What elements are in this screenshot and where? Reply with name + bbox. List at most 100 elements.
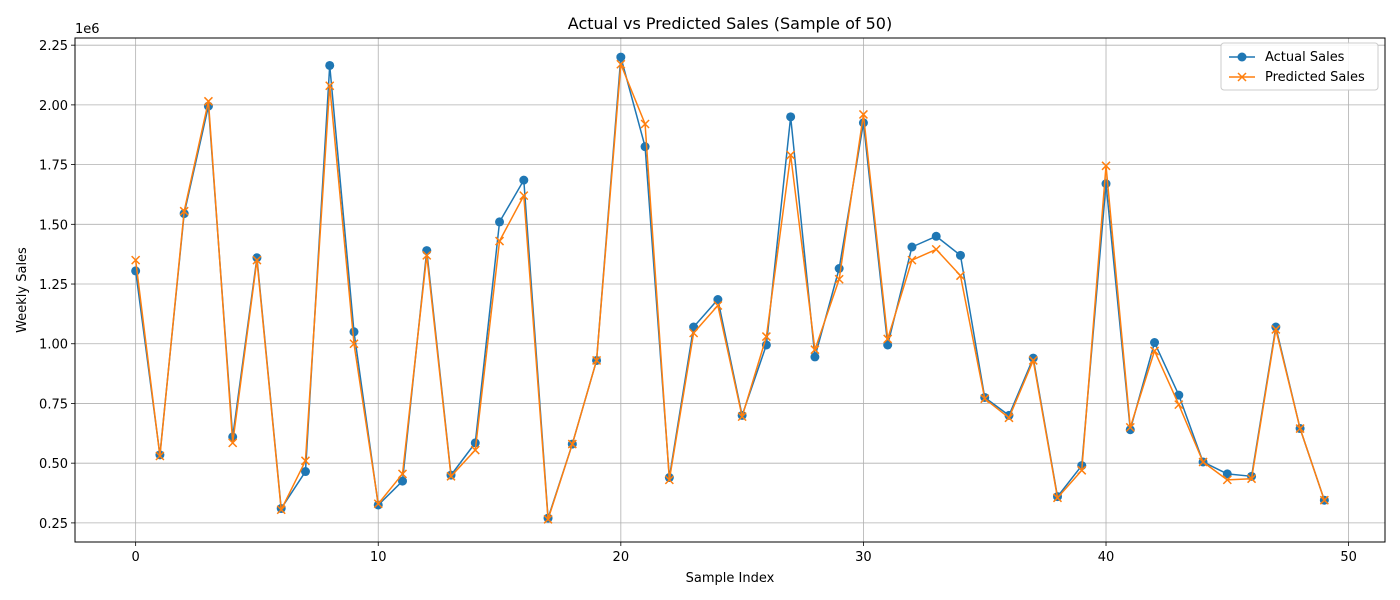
actual-sales-point bbox=[398, 476, 407, 486]
actual-sales-point bbox=[834, 264, 844, 274]
predicted-sales-point bbox=[907, 255, 917, 265]
predicted-sales-point bbox=[1101, 161, 1111, 171]
y-tick-label: 1.50 bbox=[39, 218, 68, 233]
chart-title: Actual vs Predicted Sales (Sample of 50) bbox=[568, 14, 892, 33]
predicted-sales-point bbox=[1247, 474, 1257, 484]
x-tick-label: 30 bbox=[855, 550, 872, 565]
predicted-sales-point bbox=[931, 244, 941, 254]
predicted-sales-point bbox=[980, 394, 990, 404]
predicted-sales-point bbox=[640, 119, 650, 129]
plot-frame bbox=[74, 37, 1386, 543]
y-tick-label: 1.75 bbox=[39, 159, 68, 174]
actual-sales-point bbox=[616, 52, 626, 62]
predicted-sales-point bbox=[1150, 346, 1160, 356]
actual-sales-point bbox=[252, 253, 262, 263]
predicted-sales-point bbox=[470, 445, 480, 455]
predicted-sales-point bbox=[786, 150, 796, 160]
actual-sales-point bbox=[786, 112, 796, 122]
predicted-sales-point bbox=[446, 471, 456, 481]
predicted-sales-point bbox=[664, 475, 674, 485]
actual-sales-point bbox=[1125, 425, 1135, 435]
predicted-sales-point bbox=[689, 328, 699, 338]
predicted-sales-point bbox=[179, 206, 189, 216]
actual-sales-point bbox=[640, 142, 650, 152]
y-offset-label: 1e6 bbox=[75, 22, 100, 37]
grid-lines bbox=[75, 38, 1385, 542]
predicted-sales-point bbox=[422, 250, 432, 260]
predicted-sales-point bbox=[858, 109, 868, 119]
x-tick-label: 10 bbox=[370, 550, 387, 565]
y-axis-ticks: 0.25 0.50 0.75 1.00 1.25 1.50 1.75 2.00 2.25 bbox=[39, 39, 75, 532]
predicted-sales-point bbox=[810, 345, 820, 355]
actual-sales-point bbox=[131, 266, 141, 276]
actual-sales-point bbox=[422, 246, 432, 256]
actual-sales-point bbox=[470, 438, 480, 448]
legend-predicted-marker bbox=[1237, 72, 1247, 82]
x-tick-label: 40 bbox=[1098, 550, 1115, 565]
actual-sales-point bbox=[1174, 390, 1184, 400]
predicted-sales-point bbox=[1174, 400, 1184, 410]
actual-sales-point bbox=[713, 295, 723, 305]
predicted-sales-point bbox=[300, 456, 310, 466]
actual-sales-point bbox=[955, 250, 965, 260]
legend-actual-label: Actual Sales bbox=[1265, 50, 1345, 65]
series-layer bbox=[131, 52, 1329, 524]
actual-sales-point bbox=[1271, 322, 1281, 332]
predicted-sales-point bbox=[1004, 413, 1014, 423]
y-tick-label: 1.00 bbox=[39, 338, 68, 353]
x-axis-label: Sample Index bbox=[686, 571, 775, 586]
predicted-sales-point bbox=[1052, 493, 1063, 503]
actual-sales-series bbox=[131, 52, 1329, 523]
predicted-sales-point bbox=[1295, 424, 1305, 434]
predicted-sales-point bbox=[1077, 465, 1087, 475]
predicted-sales-point bbox=[519, 191, 529, 201]
predicted-sales-point bbox=[1222, 475, 1232, 485]
x-tick-label: 50 bbox=[1340, 550, 1357, 565]
predicted-sales-point bbox=[713, 300, 723, 311]
legend-predicted-label: Predicted Sales bbox=[1265, 70, 1365, 85]
predicted-sales-point bbox=[155, 451, 165, 461]
y-tick-label: 0.75 bbox=[39, 397, 68, 412]
predicted-sales-point bbox=[737, 412, 747, 422]
actual-sales-point bbox=[1150, 338, 1160, 348]
actual-sales-point bbox=[325, 60, 335, 70]
y-tick-label: 2.00 bbox=[39, 99, 68, 114]
predicted-sales-point bbox=[495, 236, 505, 246]
predicted-sales-point bbox=[325, 81, 335, 91]
actual-sales-line bbox=[134, 56, 1326, 519]
predicted-sales-point bbox=[1198, 457, 1208, 467]
x-tick-label: 0 bbox=[132, 550, 140, 565]
predicted-sales-point bbox=[543, 514, 553, 524]
actual-sales-point bbox=[349, 327, 359, 337]
predicted-sales-line bbox=[134, 63, 1326, 521]
y-tick-label: 0.25 bbox=[39, 517, 68, 532]
predicted-sales-point bbox=[834, 274, 844, 284]
predicted-sales-point bbox=[567, 439, 577, 449]
predicted-sales-point bbox=[955, 271, 965, 281]
y-tick-label: 1.25 bbox=[39, 278, 68, 293]
actual-sales-point bbox=[519, 175, 529, 185]
predicted-sales-point bbox=[1319, 495, 1329, 505]
x-tick-label: 20 bbox=[613, 550, 630, 565]
predicted-sales-point bbox=[276, 505, 286, 515]
predicted-sales-point bbox=[252, 255, 262, 265]
predicted-sales-series bbox=[131, 59, 1329, 524]
actual-sales-point bbox=[810, 352, 820, 362]
actual-sales-point bbox=[300, 467, 310, 477]
actual-sales-point bbox=[1028, 353, 1038, 363]
y-axis-label: Weekly Sales bbox=[15, 247, 30, 333]
predicted-sales-point bbox=[203, 96, 213, 106]
predicted-sales-point bbox=[616, 59, 626, 69]
predicted-sales-point bbox=[883, 334, 893, 344]
y-tick-label: 0.50 bbox=[39, 457, 68, 472]
predicted-sales-point bbox=[131, 255, 141, 265]
predicted-sales-point bbox=[373, 499, 383, 509]
legend-box bbox=[1220, 42, 1379, 91]
x-axis-ticks: 0 10 20 30 40 50 bbox=[132, 542, 1357, 565]
actual-sales-point bbox=[931, 231, 941, 241]
predicted-sales-point bbox=[1125, 422, 1135, 432]
predicted-sales-point bbox=[1271, 324, 1281, 334]
y-tick-label: 2.25 bbox=[39, 39, 68, 54]
actual-sales-point bbox=[689, 322, 699, 332]
